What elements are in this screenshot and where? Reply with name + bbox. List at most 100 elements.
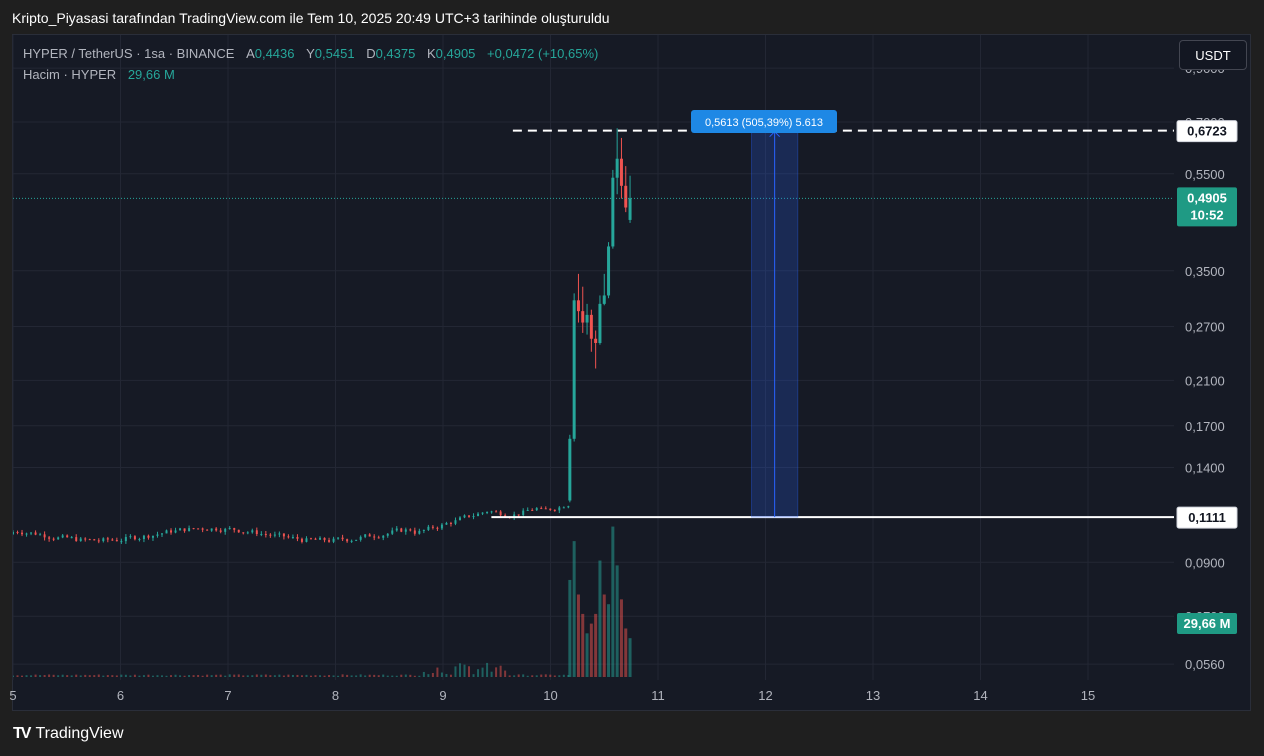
resistance-price-tag-box: [1176, 120, 1238, 143]
volume-bar: [237, 674, 240, 677]
volume-bar: [111, 675, 114, 677]
measure-label-box: [691, 110, 837, 133]
candle-body: [377, 537, 380, 539]
volume-bar: [589, 623, 593, 677]
candle-body: [531, 509, 534, 511]
volume-bar: [490, 671, 493, 677]
candle-body: [48, 537, 51, 539]
candle-body: [93, 539, 96, 541]
candle-body: [314, 538, 317, 540]
volume-bar: [147, 674, 150, 677]
volume-bar: [210, 675, 213, 677]
time-tick-label: 15: [1081, 688, 1095, 703]
candle-body: [346, 539, 349, 542]
candle-body: [215, 528, 218, 531]
support-price-tag-box: [1176, 506, 1238, 529]
volume-bar: [332, 675, 335, 677]
volume-bar: [585, 633, 589, 677]
volume-bar: [273, 675, 276, 677]
volume-bar: [409, 674, 412, 677]
candle-body: [264, 533, 267, 535]
time-tick-label: 13: [866, 688, 880, 703]
candle-body: [585, 314, 589, 323]
candle-body: [373, 536, 376, 538]
candle-body: [526, 509, 529, 511]
volume-bar: [413, 675, 416, 677]
candle-body: [156, 534, 159, 536]
volume-bar: [287, 674, 290, 677]
candle-body: [409, 529, 412, 531]
candle-body: [102, 538, 105, 542]
current-price-tag-box: [1177, 187, 1237, 227]
tradingview-logo[interactable]: TV TradingView: [13, 724, 124, 744]
volume-bar: [553, 675, 556, 677]
volume-bar: [66, 675, 69, 677]
candle-body: [598, 303, 602, 343]
volume-bar: [350, 675, 353, 677]
volume-bar: [282, 675, 285, 677]
volume-bar: [269, 675, 272, 677]
volume-bar: [309, 675, 312, 677]
volume-bar: [255, 674, 258, 677]
candle-body: [522, 510, 525, 516]
time-tick-label: 11: [651, 688, 665, 703]
volume-bar: [93, 675, 96, 677]
candle-body: [52, 538, 55, 540]
volume-bar: [395, 675, 398, 677]
candle-body: [192, 528, 195, 530]
volume-bar: [386, 675, 389, 677]
candle-body: [115, 540, 118, 542]
candle-body: [400, 528, 403, 532]
candle-body: [337, 537, 340, 539]
tradingview-wordmark: TradingView: [35, 725, 124, 742]
volume-bar: [79, 675, 82, 677]
candle-body: [61, 535, 64, 538]
volume-bar: [355, 675, 358, 677]
currency-button[interactable]: USDT: [1179, 40, 1247, 70]
candle-body: [147, 535, 150, 538]
volume-bar: [576, 594, 580, 677]
candle-body: [142, 535, 145, 540]
candle-body: [237, 529, 240, 533]
candle-body: [319, 537, 322, 540]
candle-body: [13, 531, 14, 535]
candle-body: [16, 531, 19, 533]
candle-body: [611, 177, 615, 247]
candle-body: [436, 527, 439, 529]
volume-bar: [422, 671, 425, 677]
candle-body: [572, 300, 576, 439]
volume-bar: [52, 674, 55, 677]
candle-body: [562, 507, 565, 509]
candle-body: [39, 534, 42, 536]
tradingview-icon: TV: [13, 725, 32, 742]
volume-value: 29,66 M: [127, 67, 175, 82]
candle-body: [21, 532, 24, 535]
volume-bar: [328, 675, 331, 677]
volume-bar: [296, 674, 299, 677]
measure-label: 0,5613 (505,39%) 5.613: [705, 117, 823, 129]
volume-bar: [341, 674, 344, 677]
volume-bar: [454, 666, 457, 677]
candle-body: [445, 522, 448, 525]
candle-body: [615, 158, 619, 178]
candle-body: [251, 530, 254, 533]
price-tick-label: 0,3500: [1185, 264, 1225, 279]
volume-price-tag: 29,66 M: [1184, 616, 1231, 631]
time-tick-label: 8: [332, 688, 339, 703]
candle-body: [188, 528, 191, 532]
volume-bar: [251, 675, 254, 677]
ohlc-legend: HYPER / TetherUS · 1sa · BINANCE A0,4436…: [23, 46, 598, 61]
volume-bar: [129, 675, 132, 677]
candle-body: [242, 532, 245, 534]
volume-bar: [224, 675, 227, 677]
volume-bar: [431, 673, 434, 677]
candle-body: [88, 539, 91, 541]
candle-body: [499, 511, 502, 516]
candle-body: [106, 538, 109, 540]
volume-bar: [43, 675, 46, 677]
volume-label: Hacim · HYPER: [23, 67, 117, 82]
candle-body: [25, 533, 28, 535]
candle-body: [422, 529, 425, 531]
candle-body: [449, 522, 452, 524]
